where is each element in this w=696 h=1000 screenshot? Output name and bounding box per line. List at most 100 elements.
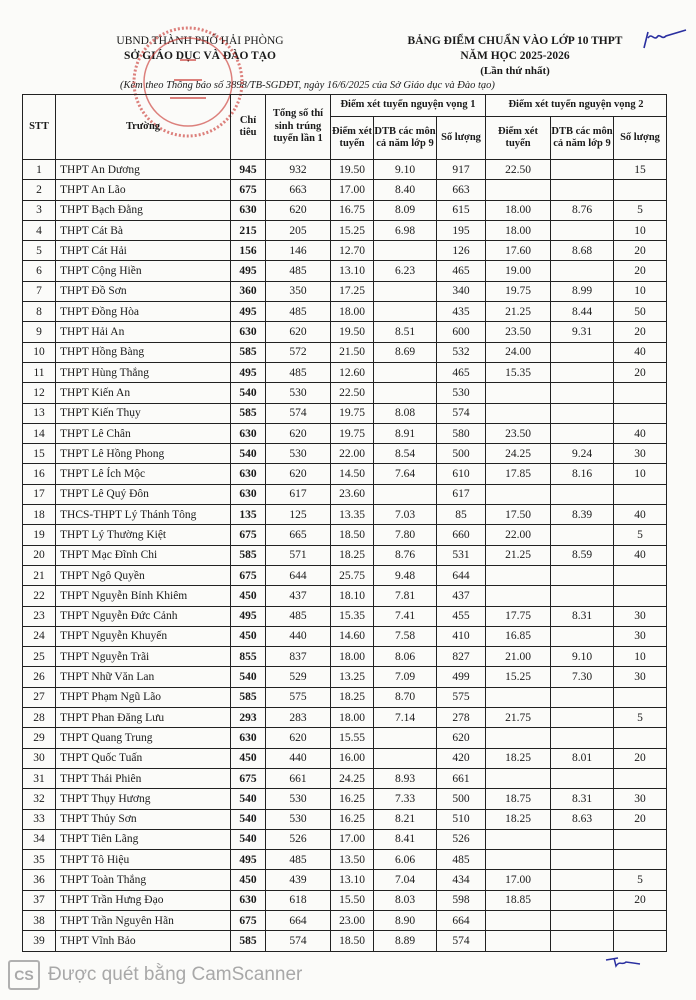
cell-school-name: THPT Phạm Ngũ Lão xyxy=(55,686,231,709)
cell-school-name: THPT Lê Quý Đôn xyxy=(55,483,231,506)
cell-chi-tieu: 450 xyxy=(230,625,266,648)
cell-stt: 1 xyxy=(22,158,56,181)
cell-nv1-diem: 15.25 xyxy=(330,219,374,242)
cell-nv1-dtb xyxy=(373,301,437,323)
cell-nv2-dtb xyxy=(550,524,614,546)
cell-nv2-so-luong xyxy=(613,767,667,790)
cell-tong-so: 526 xyxy=(265,828,331,851)
stamp-lettering-mark xyxy=(170,59,206,99)
cell-nv2-so-luong: 30 xyxy=(613,788,667,810)
cell-nv2-diem xyxy=(485,849,551,871)
cell-stt: 4 xyxy=(22,219,56,242)
cell-stt: 23 xyxy=(22,605,56,627)
cell-nv2-diem: 21.00 xyxy=(485,646,551,668)
cell-nv1-dtb xyxy=(373,727,437,749)
cell-nv2-diem: 18.00 xyxy=(485,219,551,242)
cell-tong-so: 440 xyxy=(265,625,331,648)
table-row: 30 THPT Quốc Tuấn 450 440 16.00 420 18.25 8.01 2… xyxy=(22,747,667,769)
cell-stt: 3 xyxy=(22,199,56,221)
cell-tong-so: 644 xyxy=(265,564,331,587)
cell-nv2-so-luong: 30 xyxy=(613,605,667,627)
issuer-line-2: SỞ GIÁO DỤC VÀ ĐÀO TẠO xyxy=(124,50,276,62)
cell-nv1-diem: 22.00 xyxy=(330,443,374,465)
cell-nv2-so-luong: 20 xyxy=(613,361,667,384)
cell-chi-tieu: 585 xyxy=(230,686,266,709)
signature-mark xyxy=(605,957,641,968)
cell-stt: 24 xyxy=(22,625,56,648)
cell-tong-so: 574 xyxy=(265,930,331,952)
cell-tong-so: 530 xyxy=(265,808,331,830)
title-line-1: BẢNG ĐIỂM CHUẨN VÀO LỚP 10 THPT xyxy=(407,35,623,47)
cell-school-name: THPT Ngô Quyền xyxy=(55,564,231,587)
cell-stt: 36 xyxy=(22,869,56,891)
cell-stt: 21 xyxy=(22,564,56,587)
cell-nv2-dtb: 7.30 xyxy=(550,666,614,688)
cell-school-name: THPT Nguyễn Đức Cảnh xyxy=(55,605,231,627)
cell-tong-so: 437 xyxy=(265,585,331,607)
cell-school-name: THPT Nguyễn Khuyến xyxy=(55,625,231,648)
cell-nv2-dtb xyxy=(550,361,614,384)
cell-nv1-dtb: 8.40 xyxy=(373,179,437,201)
cell-stt: 14 xyxy=(22,422,56,445)
cell-nv1-dtb: 7.80 xyxy=(373,524,437,546)
table-row: 29 THPT Quang Trung 630 620 15.55 620 xyxy=(22,727,667,749)
cell-school-name: THPT Nguyễn Bỉnh Khiêm xyxy=(55,585,231,607)
cell-nv2-diem: 17.50 xyxy=(485,504,551,526)
cell-nv1-dtb: 8.08 xyxy=(373,402,437,424)
cell-nv1-diem: 12.60 xyxy=(330,361,374,384)
cell-nv1-dtb xyxy=(373,240,437,262)
cell-nv1-so-luong: 664 xyxy=(436,909,486,932)
cell-stt: 28 xyxy=(22,707,56,729)
header-nv2-diem: Điểm xét tuyển xyxy=(485,116,551,160)
cell-nv1-dtb: 8.91 xyxy=(373,422,437,445)
table-row: 19 THPT Lý Thường Kiệt 675 665 18.50 7.80 660 2… xyxy=(22,524,667,546)
cell-school-name: THPT An Dương xyxy=(55,158,231,181)
cell-nv2-so-luong: 5 xyxy=(613,524,667,546)
table-row: 32 THPT Thụy Hương 540 530 16.25 7.33 500 18.75… xyxy=(22,788,667,810)
cell-nv2-so-luong: 30 xyxy=(613,625,667,648)
cell-nv2-so-luong: 10 xyxy=(613,280,667,303)
cell-nv2-dtb xyxy=(550,849,614,871)
cell-school-name: THPT Tô Hiệu xyxy=(55,849,231,871)
table-row: 14 THPT Lê Chân 630 620 19.75 8.91 580 23.50 40 xyxy=(22,422,667,445)
cell-chi-tieu: 450 xyxy=(230,869,266,891)
camscanner-logo-icon: CS xyxy=(8,960,40,990)
cell-school-name: THPT Vĩnh Bảo xyxy=(55,930,231,952)
table-row: 20 THPT Mạc Đĩnh Chi 585 571 18.25 8.76 531 21.… xyxy=(22,544,667,566)
cell-school-name: THPT Lê Ích Mộc xyxy=(55,463,231,485)
table-row: 12 THPT Kiến An 540 530 22.50 530 xyxy=(22,382,667,404)
table-row: 16 THPT Lê Ích Mộc 630 620 14.50 7.64 610 17.85… xyxy=(22,463,667,485)
cell-nv2-dtb: 8.44 xyxy=(550,301,614,323)
cell-chi-tieu: 450 xyxy=(230,747,266,769)
cell-stt: 20 xyxy=(22,544,56,566)
cell-school-name: THPT Toàn Thắng xyxy=(55,869,231,891)
table-row: 31 THPT Thái Phiên 675 661 24.25 8.93 661 xyxy=(22,767,667,790)
cell-tong-so: 571 xyxy=(265,544,331,566)
cell-nv2-so-luong xyxy=(613,483,667,506)
cell-stt: 7 xyxy=(22,280,56,303)
cell-nv2-diem: 22.00 xyxy=(485,524,551,546)
table-row: 23 THPT Nguyễn Đức Cảnh 495 485 15.35 7.41 455… xyxy=(22,605,667,627)
cell-tong-so: 350 xyxy=(265,280,331,303)
cell-stt: 22 xyxy=(22,585,56,607)
table-row: 17 THPT Lê Quý Đôn 630 617 23.60 617 xyxy=(22,483,667,506)
cell-tong-so: 620 xyxy=(265,727,331,749)
cell-nv1-so-luong: 500 xyxy=(436,443,486,465)
cell-nv2-dtb: 8.16 xyxy=(550,463,614,485)
cell-school-name: THPT Phan Đăng Lưu xyxy=(55,707,231,729)
cell-nv1-so-luong: 663 xyxy=(436,179,486,201)
cell-nv2-so-luong xyxy=(613,564,667,587)
cell-nv2-diem: 17.75 xyxy=(485,605,551,627)
cell-nv1-so-luong: 278 xyxy=(436,707,486,729)
cell-nv2-so-luong: 20 xyxy=(613,260,667,282)
cell-nv2-so-luong: 10 xyxy=(613,219,667,242)
cell-tong-so: 485 xyxy=(265,605,331,627)
cell-nv2-dtb: 8.31 xyxy=(550,605,614,627)
cell-school-name: THPT Cát Hải xyxy=(55,240,231,262)
cell-chi-tieu: 945 xyxy=(230,158,266,181)
cell-nv2-dtb xyxy=(550,422,614,445)
cell-chi-tieu: 156 xyxy=(230,240,266,262)
cell-nv2-so-luong: 5 xyxy=(613,869,667,891)
cell-tong-so: 485 xyxy=(265,260,331,282)
cell-stt: 19 xyxy=(22,524,56,546)
